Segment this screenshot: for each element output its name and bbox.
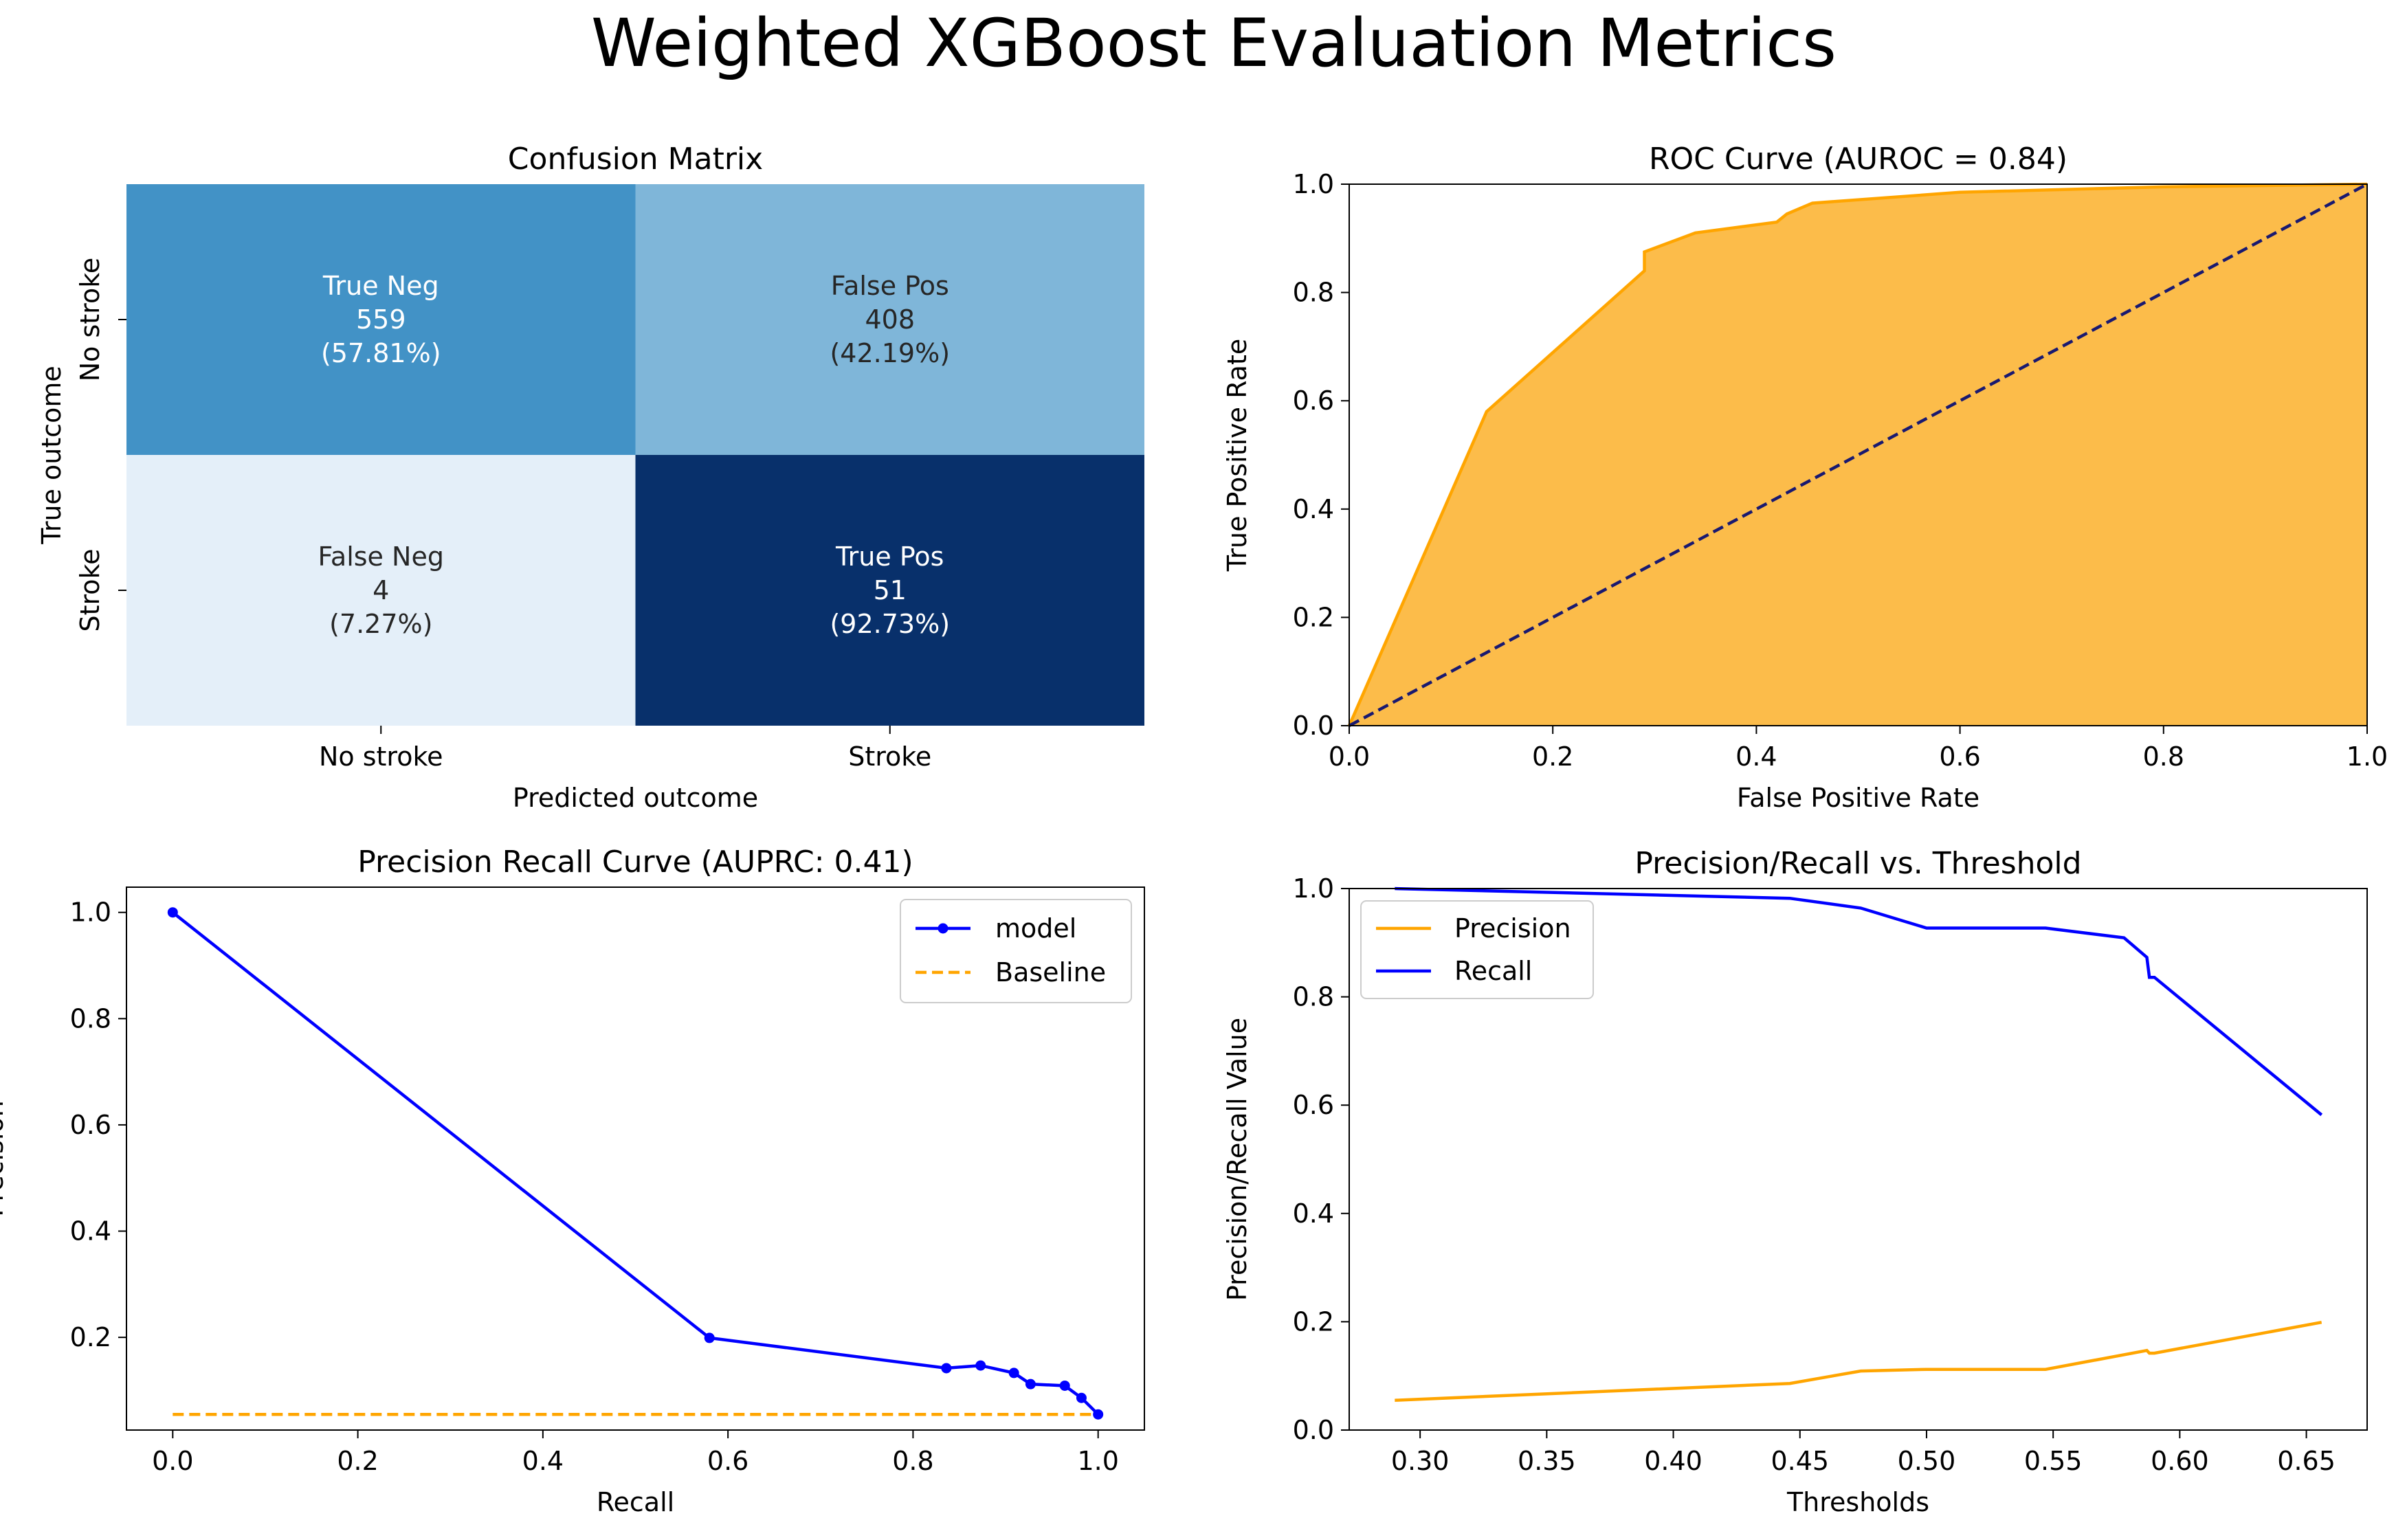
- y-axis-label: True Positive Rate: [1222, 339, 1252, 572]
- chart-title: Precision Recall Curve (AUPRC: 0.41): [357, 845, 913, 880]
- heatmap-cell: [635, 455, 1144, 726]
- x-category-label: No stroke: [319, 741, 443, 772]
- x-tick-label: 1.0: [1077, 1446, 1118, 1476]
- x-axis-label: Recall: [597, 1487, 674, 1517]
- y-tick-label: 0.4: [70, 1216, 111, 1247]
- y-tick-label: 0.8: [1293, 278, 1334, 308]
- cell-count: 559: [356, 304, 406, 335]
- y-axis-label: True outcome: [36, 366, 67, 545]
- cell-count: 51: [874, 575, 907, 605]
- x-tick-label: 0.0: [152, 1446, 193, 1476]
- x-tick-label: 1.0: [2347, 741, 2388, 772]
- x-tick-label: 0.6: [1939, 741, 1980, 772]
- cell-label: False Pos: [831, 271, 949, 301]
- threshold-panel: 0.30 0.35 0.40 0.45 0.50 0.55 0.60 0.65 0.0 0.2 0.…: [1222, 846, 2368, 1517]
- figure-title: Weighted XGBoost Evaluation Metrics: [591, 5, 1837, 82]
- y-tick-label: 0.4: [1293, 1198, 1334, 1229]
- heatmap-cell: [635, 184, 1144, 455]
- cell-percent: (92.73%): [830, 609, 950, 639]
- cell-count: 4: [373, 575, 389, 605]
- y-tick-label: 1.0: [70, 897, 111, 928]
- chart-title: ROC Curve (AUROC = 0.84): [1649, 142, 2067, 177]
- heatmap-cell: [126, 455, 636, 726]
- y-axis-label: Precision: [0, 1100, 9, 1217]
- legend-box: [1360, 900, 1594, 999]
- x-tick-label: 0.60: [2151, 1446, 2209, 1476]
- axes-frame: [1349, 183, 2368, 726]
- cell-count: 408: [865, 304, 915, 335]
- x-axis-label: Predicted outcome: [513, 783, 758, 813]
- x-tick-label: 0.4: [522, 1446, 564, 1476]
- x-tick-label: 0.65: [2277, 1446, 2336, 1476]
- roc-curve-line: [1347, 182, 2368, 726]
- y-tick-label: 0.8: [70, 1003, 111, 1034]
- precision-line: [1395, 1320, 2322, 1402]
- x-tick-label: 0.45: [1771, 1446, 1829, 1476]
- chart-title: Precision/Recall vs. Threshold: [1634, 846, 2081, 881]
- x-tick-label: 0.30: [1391, 1446, 1450, 1476]
- model-point: [1025, 1379, 1036, 1390]
- model-point: [1059, 1380, 1070, 1391]
- y-tick-label: 0.6: [70, 1110, 111, 1140]
- y-tick-label: 1.0: [1293, 169, 1334, 199]
- x-tick-label: 0.8: [892, 1446, 933, 1476]
- cell-percent: (7.27%): [329, 609, 432, 639]
- legend-model-label: model: [995, 913, 1076, 944]
- legend-recall-label: Recall: [1454, 956, 1532, 986]
- y-tick-label: 0.4: [1293, 494, 1334, 524]
- legend-model-marker: [938, 923, 949, 934]
- cell-percent: (57.81%): [321, 338, 441, 368]
- y-axis-label: Precision/Recall Value: [1222, 1018, 1252, 1301]
- x-tick-label: 0.55: [2024, 1446, 2083, 1476]
- y-tick-label: 0.2: [70, 1322, 111, 1352]
- x-tick-label: 0.0: [1329, 741, 1370, 772]
- y-tick-label: 0.8: [1293, 982, 1334, 1012]
- y-tick-label: 1.0: [1293, 873, 1334, 904]
- model-point: [941, 1363, 952, 1374]
- x-tick-label: 0.4: [1735, 741, 1777, 772]
- legend-precision-label: Precision: [1454, 913, 1571, 944]
- axes-frame: [1349, 888, 2368, 1431]
- model-point: [1008, 1368, 1019, 1379]
- cell-percent: (42.19%): [830, 338, 950, 368]
- y-tick-label: 0.0: [1293, 1415, 1334, 1445]
- x-axis-label: False Positive Rate: [1737, 783, 1979, 813]
- chart-title: Confusion Matrix: [508, 142, 763, 177]
- model-point: [975, 1360, 986, 1371]
- x-axis-label: Thresholds: [1786, 1487, 1929, 1517]
- cell-label: True Pos: [835, 542, 944, 572]
- cell-label: True Neg: [322, 271, 439, 301]
- x-tick-label: 0.6: [707, 1446, 748, 1476]
- y-category-label: No stroke: [75, 258, 105, 382]
- model-point: [167, 907, 178, 918]
- recall-line: [1395, 886, 2323, 1117]
- roc-curve-panel: 0.0 0.2 0.4 0.6 0.8 1.0 0.0 0.2 0.4 0.6 0.8 1.0 ROC …: [1222, 142, 2388, 813]
- y-tick-label: 0.6: [1293, 386, 1334, 416]
- y-tick-label: 0.2: [1293, 1306, 1334, 1337]
- y-tick-label: 0.0: [1293, 711, 1334, 741]
- y-category-label: Stroke: [75, 548, 105, 632]
- y-tick-label: 0.6: [1293, 1090, 1334, 1120]
- x-tick-label: 0.35: [1518, 1446, 1576, 1476]
- legend-baseline-label: Baseline: [995, 957, 1106, 987]
- y-tick-label: 0.2: [1293, 602, 1334, 632]
- x-tick-label: 0.8: [2143, 741, 2184, 772]
- x-category-label: Stroke: [848, 741, 931, 772]
- heatmap-cell: [126, 184, 636, 455]
- x-tick-label: 0.2: [1532, 741, 1573, 772]
- x-tick-label: 0.2: [337, 1446, 378, 1476]
- x-tick-label: 0.40: [1644, 1446, 1702, 1476]
- legend-box: [900, 899, 1132, 1003]
- x-tick-label: 0.50: [1898, 1446, 1956, 1476]
- model-point: [1076, 1392, 1087, 1403]
- cell-label: False Neg: [318, 542, 444, 572]
- axes-frame: [126, 886, 1145, 1431]
- chance-diagonal-line: [1348, 183, 2369, 727]
- precision-recall-panel: 0.0 0.2 0.4 0.6 0.8 1.0 0.2 0.4 0.6 0.8 1.0 Precisi…: [0, 845, 1145, 1517]
- model-point: [1093, 1409, 1104, 1420]
- model-point: [704, 1332, 715, 1343]
